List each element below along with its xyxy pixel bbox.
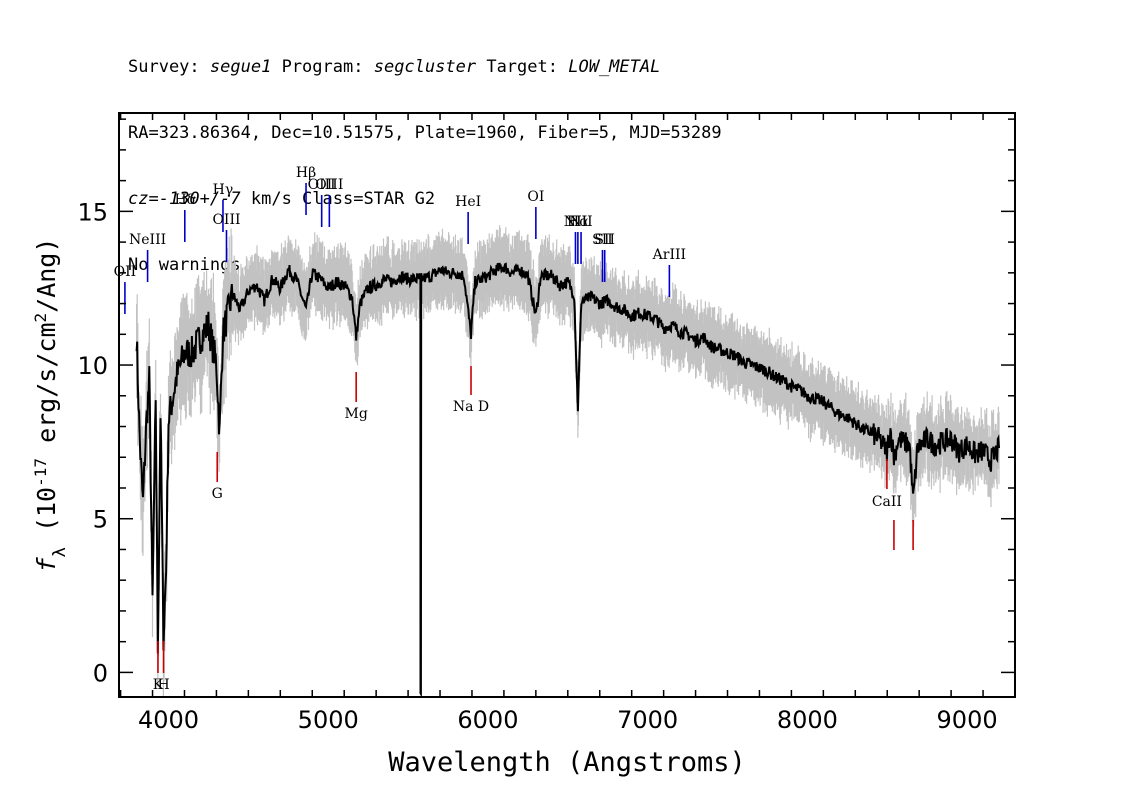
plot-frame xyxy=(118,112,1016,698)
emission-label-6: OIII xyxy=(308,177,336,193)
axis-ticks xyxy=(119,113,1016,697)
header-line-coords: RA=323.86364, Dec=10.51575, Plate=1960, … xyxy=(128,123,722,143)
x-axis-label: Wavelength (Angstroms) xyxy=(388,747,746,778)
x-tick-label: 7000 xyxy=(617,706,678,734)
emission-label-1: NeIII xyxy=(129,232,166,248)
cz-units-class: km/s Class=STAR G2 xyxy=(250,189,436,209)
absorption-label-4: Na D xyxy=(453,399,489,415)
absorption-label-0: K xyxy=(153,677,164,693)
spectrum-series xyxy=(135,262,1000,697)
absorption-label-2: G xyxy=(212,486,223,502)
absorption-label-3: Mg xyxy=(345,406,368,422)
y-axis-label: fλ (10-17 erg/s/cm2/Ang) xyxy=(31,238,71,573)
emission-label-2: Hδ xyxy=(174,192,195,208)
y-tick-label: 15 xyxy=(77,198,108,226)
survey-label: Survey: xyxy=(128,57,200,77)
x-tick-label: 8000 xyxy=(777,706,838,734)
error-band xyxy=(136,225,1000,697)
y-tick-label: 0 xyxy=(93,659,108,687)
spectrum-header: Survey: segue1 Program: segcluster Targe… xyxy=(128,12,722,298)
emission-label-10: NII xyxy=(564,214,587,230)
emission-label-9: OI xyxy=(527,189,544,205)
target-label: Target: xyxy=(486,57,558,77)
absorption-label-5: CaII xyxy=(872,494,902,510)
emission-label-14: SII xyxy=(594,232,615,248)
header-line-redshift: cz=-130+/-7 km/s Class=STAR G2 xyxy=(128,188,722,210)
emission-label-7: OIII xyxy=(315,177,343,193)
survey-value: segue1 xyxy=(209,57,272,77)
emission-label-0: OII xyxy=(114,264,137,280)
absorption-label-1: H xyxy=(157,677,169,693)
header-line-survey: Survey: segue1 Program: segcluster Targe… xyxy=(128,56,722,78)
y-tick-label: 10 xyxy=(77,352,108,380)
emission-label-13: SII xyxy=(592,232,613,248)
error-band-path xyxy=(136,225,1000,697)
target-value: LOW_METAL xyxy=(568,57,661,77)
emission-label-8: HeI xyxy=(455,194,481,210)
emission-label-15: ArIII xyxy=(652,247,686,263)
program-label: Program: xyxy=(281,57,364,77)
x-tick-label: 4000 xyxy=(138,706,199,734)
x-tick-label: 5000 xyxy=(298,706,359,734)
emission-label-3: Hγ xyxy=(213,182,234,198)
emission-label-12: NII xyxy=(569,214,592,230)
cz-value: -130+/-7 xyxy=(158,189,241,209)
x-tick-label: 9000 xyxy=(937,706,998,734)
y-tick-label: 5 xyxy=(93,506,108,534)
x-tick-label: 6000 xyxy=(457,706,518,734)
y-axis-label-text: fλ (10-17 erg/s/cm2/Ang) xyxy=(31,238,71,573)
program-value: segcluster xyxy=(373,57,477,77)
emission-label-11: Hα xyxy=(567,214,589,230)
emission-label-4: OIII xyxy=(212,212,240,228)
cz-label: cz= xyxy=(128,189,159,209)
axis-tick-labels: 4000 5000 6000 7000 8000 9000 0 5 10 15 xyxy=(77,198,997,734)
spectrum-line xyxy=(135,262,1000,697)
emission-label-5: Hβ xyxy=(296,165,316,181)
